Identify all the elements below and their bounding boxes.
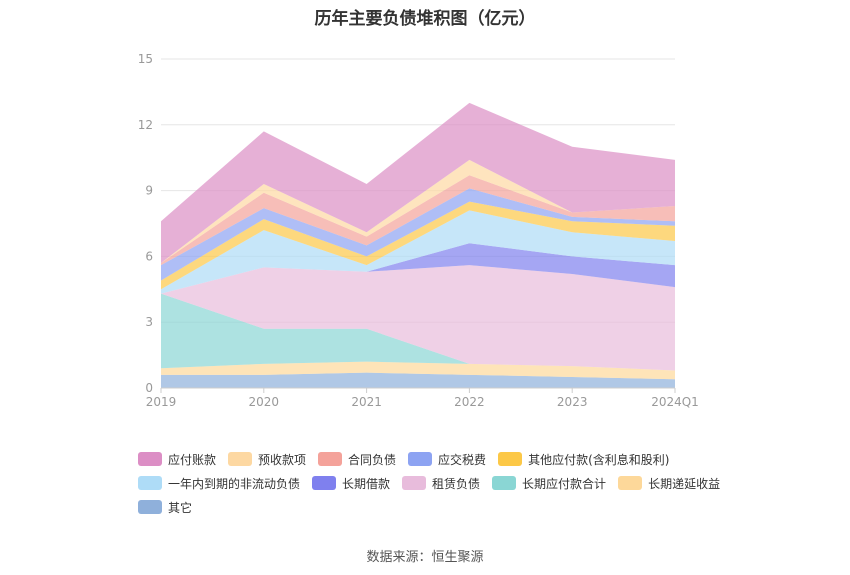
- y-tick-label: 15: [138, 52, 153, 66]
- legend-swatch: [312, 476, 337, 490]
- legend-label: 长期应付款合计: [522, 476, 607, 491]
- legend-swatch: [618, 476, 643, 490]
- legend-swatch: [318, 452, 343, 466]
- x-tick-label: 2020: [249, 395, 280, 409]
- area-series-group: [161, 102, 675, 388]
- legend-label: 其他应付款(含利息和股利): [528, 452, 670, 467]
- area-series: [161, 210, 675, 294]
- x-tick-label: 2023: [557, 395, 588, 409]
- legend-swatch: [408, 452, 433, 466]
- legend-item[interactable]: 长期应付款合计: [492, 474, 606, 492]
- area-series: [161, 372, 675, 388]
- legend-label: 长期递延收益: [648, 476, 721, 491]
- legend-swatch: [228, 452, 253, 466]
- legend-item[interactable]: 长期递延收益: [618, 474, 720, 492]
- area-series: [161, 188, 675, 281]
- legend-label: 一年内到期的非流动负债: [168, 476, 301, 491]
- legend-swatch: [138, 500, 162, 514]
- legend-swatch: [138, 476, 162, 490]
- x-tick-label: 2019: [146, 395, 177, 409]
- legend-item[interactable]: 合同负债: [318, 450, 396, 468]
- legend-swatch: [402, 476, 427, 490]
- legend-item[interactable]: 长期借款: [312, 474, 390, 492]
- area-series: [161, 243, 675, 294]
- legend-label: 合同负债: [348, 452, 397, 467]
- area-series: [161, 102, 675, 263]
- legend-item[interactable]: 应付账款: [138, 450, 216, 468]
- x-tick-label: 2021: [351, 395, 382, 409]
- axes: 0 3 6 9 12 15 2019 2020 2021 2022 2023 2024Q1: [138, 52, 699, 409]
- source-note: 数据来源：恒生聚源: [366, 550, 484, 565]
- y-tick-label: 3: [145, 315, 153, 329]
- legend-label: 租赁负债: [432, 476, 481, 491]
- legend-swatch: [492, 476, 517, 490]
- legend-label: 预收款项: [258, 452, 307, 467]
- legend-item[interactable]: 租赁负债: [402, 474, 480, 492]
- x-tick-label: 2022: [454, 395, 485, 409]
- legend-label: 长期借款: [342, 476, 391, 491]
- y-tick-label: 6: [145, 249, 153, 263]
- chart-title: 历年主要负债堆积图（亿元）: [314, 9, 536, 29]
- legend-swatch: [138, 452, 162, 466]
- area-series: [161, 293, 675, 371]
- area-series: [161, 201, 675, 290]
- area-series: [161, 265, 675, 371]
- legend-label: 应付账款: [168, 452, 217, 467]
- legend-item[interactable]: 其他应付款(含利息和股利): [498, 450, 669, 468]
- y-tick-label: 12: [138, 118, 153, 132]
- area-series: [161, 361, 675, 380]
- legend-item[interactable]: 其它: [138, 498, 192, 516]
- legend-item[interactable]: 预收款项: [228, 450, 306, 468]
- legend-label: 其它: [168, 500, 193, 515]
- legend-swatch: [498, 452, 523, 466]
- x-tick-label: 2024Q1: [651, 395, 699, 409]
- y-tick-label: 9: [145, 184, 153, 198]
- legend-item[interactable]: 应交税费: [408, 450, 486, 468]
- legend: 应付账款 预收款项 合同负债 应交税费 其他应付款(含利息和股利) 一年内到期的非流动负债…: [138, 450, 758, 522]
- legend-label: 应交税费: [438, 452, 487, 467]
- y-tick-label: 0: [145, 381, 153, 395]
- legend-item[interactable]: 一年内到期的非流动负债: [138, 474, 300, 492]
